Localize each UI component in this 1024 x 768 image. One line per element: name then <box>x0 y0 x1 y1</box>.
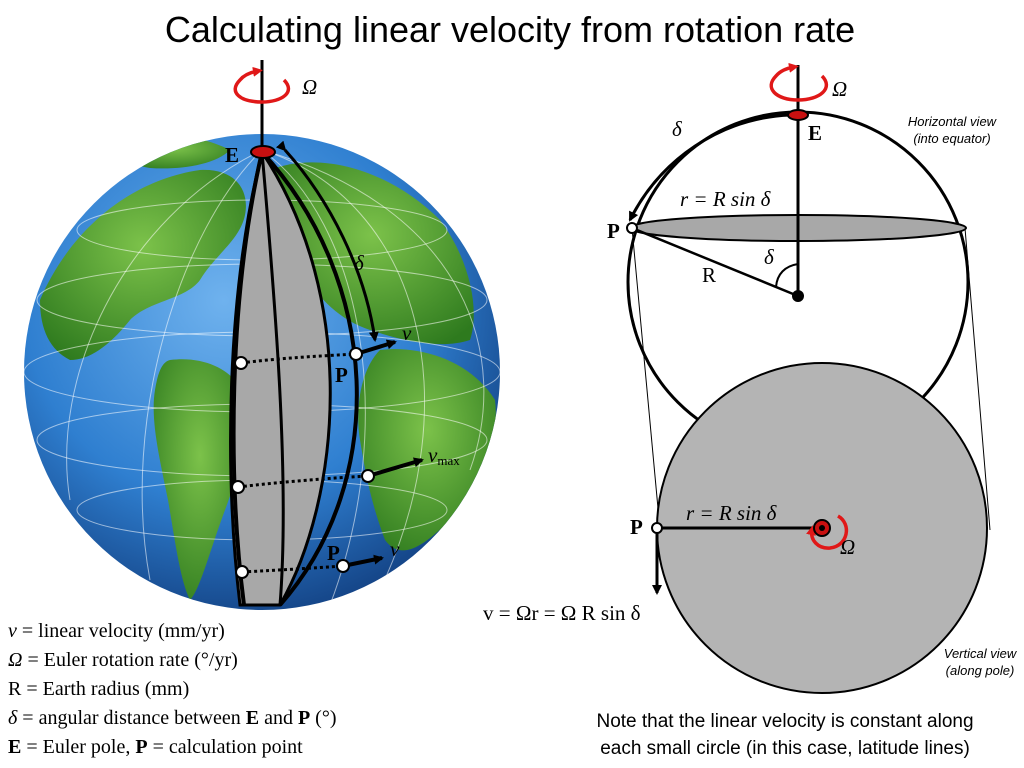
projection-line-right <box>964 227 991 531</box>
velocity-arrow-max <box>367 457 424 478</box>
globe-v-lower-label: v <box>390 537 400 561</box>
vertical-rotation-arrow <box>806 514 849 550</box>
globe-vmax-label: vmax <box>428 443 460 468</box>
latitude-line-middle <box>237 474 369 489</box>
point-inner-lower <box>235 565 249 579</box>
point-middle <box>361 469 375 483</box>
point-inner-upper <box>234 356 248 370</box>
horizontal-view-caption-2: (into equator) <box>913 131 990 146</box>
legend-item-v: v = linear velocity (mm/yr) <box>8 620 225 642</box>
globe-point-upper-label: P <box>335 363 348 387</box>
horizontal-view: Ω E δ r = R sin δ P R δ Horizontal view … <box>607 62 998 694</box>
latitude-line-lower <box>241 564 344 574</box>
horizontal-delta-label: δ <box>672 117 683 141</box>
globe-delta-arrow <box>275 140 379 342</box>
note-line-2: each small circle (in this case, latitud… <box>600 738 970 759</box>
horizontal-delta-arrow <box>628 113 791 222</box>
vertical-point-label: P <box>630 515 643 539</box>
meridian-inner <box>231 151 264 606</box>
earth-center-dot <box>792 290 804 302</box>
vertical-r-formula: r = R sin δ <box>686 501 778 525</box>
velocity-formula: v = Ωr = Ω R sin δ <box>483 601 641 625</box>
north-america-land <box>40 169 246 360</box>
horizontal-euler-pole-marker <box>787 109 809 121</box>
globe-omega-label: Ω <box>302 75 317 99</box>
globe-point-lower-label: P <box>327 541 340 565</box>
vertical-view: P r = R sin δ Ω Vertical view (along pol… <box>630 501 1018 678</box>
horizontal-delta-angle-label: δ <box>764 245 775 269</box>
latitude-line-upper <box>240 352 357 365</box>
horizontal-view-caption-1: Horizontal view <box>908 114 998 129</box>
vertical-view-caption-2: (along pole) <box>946 663 1015 678</box>
projection-line-left <box>631 227 661 531</box>
legend: v = linear velocity (mm/yr) Ω = Euler ro… <box>8 620 337 758</box>
vertical-point-p <box>651 522 663 534</box>
horizontal-rotation-arrow <box>769 62 829 102</box>
legend-item-delta: δ = angular distance between E and P (°) <box>8 707 337 729</box>
horizontal-omega-label: Ω <box>832 77 847 101</box>
africa-land <box>358 349 496 551</box>
point-p-lower <box>336 559 350 573</box>
legend-item-e: E = Euler pole, P = calculation point <box>8 736 303 758</box>
globe-pole-label: E <box>225 143 239 167</box>
page-title: Calculating linear velocity from rotatio… <box>165 9 855 50</box>
globe-euler-pole-marker <box>250 145 276 159</box>
horizontal-radius-label: R <box>702 263 716 287</box>
note-line-1: Note that the linear velocity is constan… <box>596 711 973 732</box>
meridian-mid <box>260 151 285 606</box>
point-inner-middle <box>231 480 245 494</box>
radius-line <box>631 226 799 298</box>
south-america-land <box>153 359 247 600</box>
horizontal-pole-label: E <box>808 121 822 145</box>
legend-item-omega: Ω = Euler rotation rate (°/yr) <box>8 649 238 671</box>
horizontal-point-label: P <box>607 219 620 243</box>
globe-delta-label: δ <box>354 251 365 275</box>
delta-angle-arc <box>775 263 799 288</box>
horizontal-r-formula: r = R sin δ <box>680 187 772 211</box>
vertical-omega-label: Ω <box>840 535 855 559</box>
vertical-view-caption-1: Vertical view <box>944 646 1018 661</box>
vertical-pole-center-dot <box>819 525 825 531</box>
globe-v-upper-label: v <box>402 321 412 345</box>
legend-item-r: R = Earth radius (mm) <box>8 678 189 700</box>
point-p-upper <box>349 347 363 361</box>
globe: Ω E δ P v vmax P v <box>24 60 500 610</box>
horizontal-point-p <box>626 222 638 234</box>
globe-rotation-arrow <box>233 66 291 104</box>
